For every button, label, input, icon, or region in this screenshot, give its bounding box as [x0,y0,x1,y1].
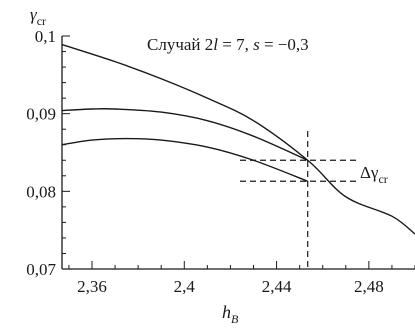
series-line-2 [62,109,308,161]
x-tick-label: 2,36 [77,277,107,296]
delta-gamma-label: Δγcr [360,163,388,186]
y-tick-label: 0,08 [26,182,56,201]
y-tick-label: 0,1 [35,27,56,46]
x-tick-label: 2,4 [174,277,196,296]
chart-title: Случай 2l = 7, s = −0,3 [147,35,309,54]
x-tick-label: 2,48 [354,277,384,296]
y-axis-label: γcr [30,5,46,28]
x-tick-label: 2,44 [262,277,292,296]
y-tick-label: 0,07 [26,260,56,279]
y-tick-label: 0,09 [26,105,56,124]
x-axis-label: hB [222,302,239,326]
